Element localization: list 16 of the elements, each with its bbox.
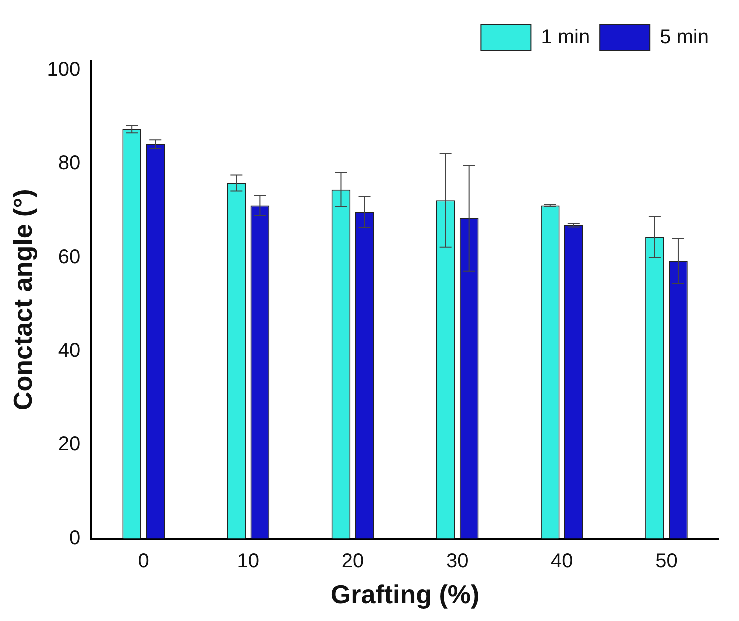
y-tick-label: 0 <box>69 527 81 550</box>
x-tick-label: 20 <box>342 550 364 572</box>
y-tick-label: 80 <box>58 152 81 175</box>
x-tick-label: 30 <box>446 550 469 572</box>
x-tick-label: 40 <box>551 550 574 572</box>
x-tick-label: 10 <box>237 550 260 572</box>
legend-label: 1 min <box>541 26 590 49</box>
x-tick-label: 50 <box>656 550 678 572</box>
y-tick-label: 40 <box>58 340 81 362</box>
x-axis-title: Grafting (%) <box>330 580 480 610</box>
y-axis-title: Conctact angle (°) <box>8 189 38 411</box>
legend-label: 5 min <box>660 26 709 49</box>
x-tick-label: 0 <box>138 550 150 572</box>
y-tick-label: 60 <box>58 246 81 268</box>
y-tick-label: 20 <box>58 434 81 456</box>
y-tick-label: 100 <box>47 58 81 81</box>
